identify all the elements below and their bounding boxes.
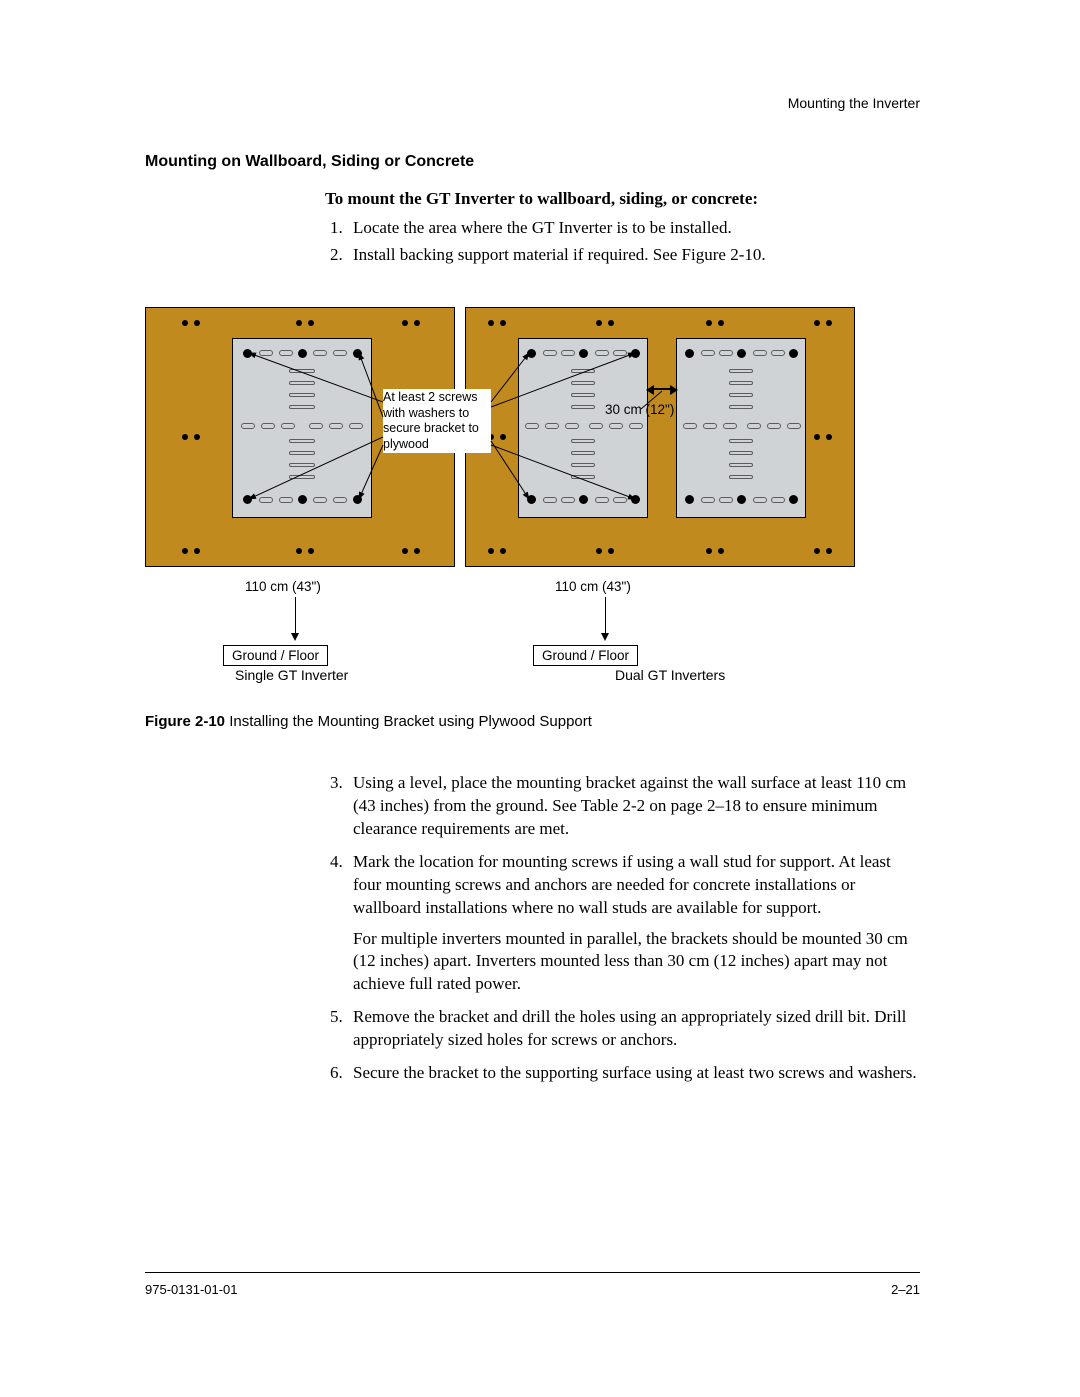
step-4-para: For multiple inverters mounted in parall… [353,928,920,997]
steps-list-1: Locate the area where the GT Inverter is… [325,217,920,267]
single-caption: Single GT Inverter [235,667,348,683]
step-1: Locate the area where the GT Inverter is… [347,217,920,240]
section-heading: Mounting on Wallboard, Siding or Concret… [145,153,920,171]
ground-label-right: Ground / Floor [533,645,638,666]
height-label-left: 110 cm (43") [245,579,321,594]
bracket-dual-left [518,338,648,518]
plywood-panel-dual [465,307,855,567]
step-4: Mark the location for mounting screws if… [347,851,920,997]
gap-label: 30 cm (12") [605,402,674,417]
page-number: 2–21 [891,1282,920,1297]
figure-number: Figure 2-10 [145,713,225,730]
bracket-single [232,338,372,518]
step-3: Using a level, place the mounting bracke… [347,772,920,841]
step-4-text: Mark the location for mounting screws if… [353,852,891,917]
height-label-right: 110 cm (43") [555,579,631,594]
ground-label-left: Ground / Floor [223,645,328,666]
figure-2-10: At least 2 screws with washers to secure… [145,307,920,667]
screw-callout: At least 2 screws with washers to secure… [383,389,491,454]
dual-caption: Dual GT Inverters [615,667,725,683]
running-header: Mounting the Inverter [145,95,920,111]
step-6: Secure the bracket to the supporting sur… [347,1062,920,1085]
page-footer: 975-0131-01-01 2–21 [145,1282,920,1297]
figure-caption: Figure 2-10 Installing the Mounting Brac… [145,713,920,730]
step-5: Remove the bracket and drill the holes u… [347,1006,920,1052]
intro-bold: To mount the GT Inverter to wallboard, s… [325,189,920,209]
page-body: Mounting the Inverter Mounting on Wallbo… [145,95,920,1095]
gap-arrow-icon [654,388,670,390]
doc-number: 975-0131-01-01 [145,1282,238,1297]
step-2: Install backing support material if requ… [347,244,920,267]
bracket-dual-right [676,338,806,518]
footer-rule [145,1272,920,1273]
steps-list-2: Using a level, place the mounting bracke… [325,772,920,1085]
figure-caption-text: Installing the Mounting Bracket using Pl… [229,713,592,730]
